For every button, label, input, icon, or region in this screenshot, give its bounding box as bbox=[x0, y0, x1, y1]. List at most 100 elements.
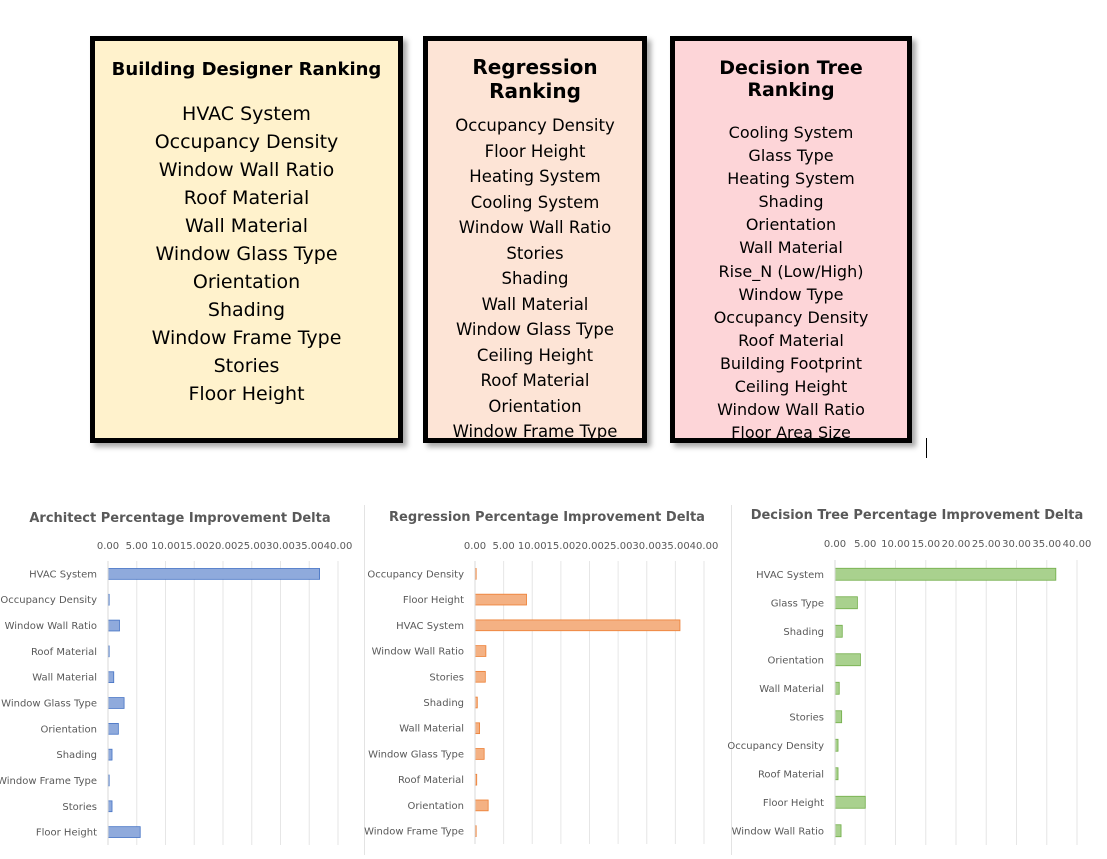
category-label: Floor Height bbox=[403, 595, 464, 606]
x-tick-label: 40.00 bbox=[690, 541, 719, 552]
x-tick-label: 20.00 bbox=[575, 541, 604, 552]
ranking-item: Occupancy Density bbox=[154, 131, 339, 153]
x-tick-label: 25.00 bbox=[972, 539, 1001, 550]
x-tick-label: 40.00 bbox=[324, 541, 353, 552]
category-label: Floor Height bbox=[763, 798, 824, 809]
x-tick-label: 15.00 bbox=[547, 541, 576, 552]
ranking-item: Window Wall Ratio bbox=[158, 159, 335, 181]
ranking-item: Window Wall Ratio bbox=[717, 400, 865, 420]
category-label: HVAC System bbox=[396, 621, 464, 632]
ranking-item: Floor Area Size bbox=[731, 423, 851, 443]
designer-ranking-title: Building Designer Ranking bbox=[111, 59, 382, 80]
ranking-item: Shading bbox=[501, 269, 569, 288]
x-tick-label: 25.00 bbox=[237, 541, 266, 552]
ranking-item: Roof Material bbox=[738, 330, 844, 350]
x-tick-label: 30.00 bbox=[632, 541, 661, 552]
category-label: Shading bbox=[423, 698, 464, 709]
regression-ranking-title: Regression Ranking bbox=[472, 55, 598, 103]
bar bbox=[474, 748, 485, 760]
bar bbox=[107, 568, 321, 580]
x-tick-label: 0.00 bbox=[464, 541, 486, 552]
category-label: Shading bbox=[783, 627, 824, 638]
bar bbox=[834, 710, 843, 724]
bar bbox=[107, 619, 120, 632]
category-label: Wall Material bbox=[32, 673, 97, 684]
bar bbox=[107, 748, 113, 761]
x-tick-label: 25.00 bbox=[604, 541, 633, 552]
x-tick-label: 30.00 bbox=[1002, 539, 1031, 550]
x-tick-label: 5.00 bbox=[126, 541, 148, 552]
category-label: Window Frame Type bbox=[364, 827, 464, 838]
category-label: Window Wall Ratio bbox=[372, 647, 464, 658]
ranking-item: Cooling System bbox=[728, 123, 854, 142]
bar bbox=[474, 722, 480, 735]
ranking-item: Rise_N (Low/High) bbox=[718, 261, 864, 281]
bar bbox=[834, 624, 843, 638]
ranking-item: Occupancy Density bbox=[713, 307, 869, 327]
x-tick-label: 35.00 bbox=[295, 541, 324, 552]
tree-ranking-list: Cooling System Glass Type Heating System Sh… bbox=[675, 121, 907, 444]
category-label: Roof Material bbox=[31, 647, 97, 658]
x-tick-label: 5.00 bbox=[854, 539, 876, 550]
designer-ranking-list: HVAC System Occupancy Density Window Wall … bbox=[95, 100, 398, 408]
text-cursor bbox=[926, 438, 927, 458]
ranking-item: Heating System bbox=[727, 169, 855, 189]
bar bbox=[107, 671, 115, 684]
ranking-item: Orientation bbox=[745, 215, 837, 235]
category-label: Roof Material bbox=[758, 769, 824, 780]
architect-delta-chart: Architect Percentage Improvement Delta 0.… bbox=[0, 511, 353, 845]
x-tick-label: 0.00 bbox=[824, 539, 846, 550]
ranking-item: Cooling System bbox=[470, 192, 600, 212]
ranking-item: Window Frame Type bbox=[452, 422, 618, 441]
category-label: Orientation bbox=[768, 655, 824, 666]
category-label: Stories bbox=[429, 672, 464, 683]
category-label: Occupancy Density bbox=[367, 569, 464, 580]
category-label: Glass Type bbox=[771, 598, 824, 609]
x-tick-label: 15.00 bbox=[911, 539, 940, 550]
decision-tree-delta-chart: Decision Tree Percentage Improvement Del… bbox=[727, 508, 1092, 845]
ranking-item: Occupancy Density bbox=[455, 116, 615, 135]
ranking-item: Shading bbox=[758, 192, 824, 212]
bar bbox=[107, 722, 119, 735]
bar bbox=[834, 653, 861, 667]
ranking-item: Wall Material bbox=[481, 294, 589, 314]
chart-divider bbox=[364, 505, 365, 855]
bar bbox=[834, 681, 840, 695]
regression-ranking-box: Regression Ranking Occupancy Density Floo… bbox=[423, 36, 647, 443]
bar bbox=[834, 824, 842, 838]
category-label: Window Frame Type bbox=[0, 776, 97, 787]
ranking-item: Stories bbox=[506, 243, 564, 263]
ranking-item: Window Wall Ratio bbox=[458, 218, 612, 237]
x-tick-label: 15.00 bbox=[180, 541, 209, 552]
x-tick-label: 20.00 bbox=[942, 539, 971, 550]
ranking-item: Stories bbox=[213, 355, 280, 377]
bar bbox=[834, 795, 866, 809]
category-label: Window Wall Ratio bbox=[5, 621, 97, 632]
category-label: Stories bbox=[789, 712, 824, 723]
ranking-item: Building Footprint bbox=[719, 353, 863, 373]
ranking-item: Orientation bbox=[192, 271, 301, 293]
x-tick-label: 40.00 bbox=[1063, 539, 1092, 550]
chart-title: Regression Percentage Improvement Delta bbox=[389, 510, 705, 525]
chart-title: Architect Percentage Improvement Delta bbox=[29, 511, 330, 526]
category-label: Window Glass Type bbox=[1, 699, 97, 710]
chart-divider bbox=[731, 505, 732, 855]
ranking-item: Roof Material bbox=[183, 187, 310, 209]
x-tick-label: 10.00 bbox=[518, 541, 547, 552]
category-label: Occupancy Density bbox=[0, 595, 97, 606]
chart-title: Decision Tree Percentage Improvement Del… bbox=[751, 508, 1084, 523]
tree-ranking-title: Decision Tree Ranking bbox=[719, 57, 863, 101]
ranking-item: Window Glass Type bbox=[455, 320, 615, 339]
bar bbox=[834, 567, 1057, 581]
ranking-item: Roof Material bbox=[480, 371, 590, 390]
bar bbox=[474, 799, 489, 812]
ranking-item: Window Type bbox=[738, 284, 844, 304]
ranking-item: Wall Material bbox=[185, 215, 308, 237]
x-tick-label: 5.00 bbox=[492, 541, 514, 552]
ranking-item: Floor Height bbox=[484, 141, 586, 161]
ranking-item: Heating System bbox=[469, 167, 601, 186]
regression-ranking-list: Occupancy Density Floor Height Heating Sys… bbox=[428, 113, 642, 445]
category-label: Orientation bbox=[408, 801, 464, 812]
category-label: Roof Material bbox=[398, 775, 464, 786]
bar bbox=[474, 619, 681, 632]
